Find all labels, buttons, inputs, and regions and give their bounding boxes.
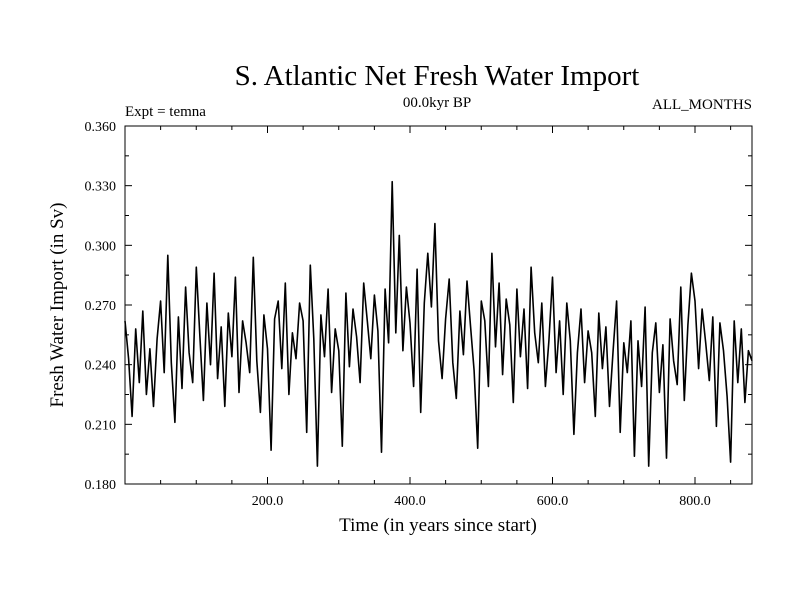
y-tick-label: 0.360 (85, 120, 117, 135)
x-tick-label: 200.0 (252, 494, 284, 509)
x-axis-title: Time (in years since start) (339, 515, 537, 536)
time-slice-label: 00.0kyr BP (403, 95, 471, 111)
y-axis-title: Fresh Water Import (in Sv) (47, 203, 68, 408)
x-axis-tick-labels: 200.0 400.0 600.0 800.0 (252, 494, 711, 509)
plot-frame (124, 125, 753, 485)
x-axis-ticks (160, 126, 732, 484)
y-tick-label: 0.180 (85, 478, 117, 493)
fresh-water-import-series-line (124, 180, 753, 467)
y-tick-label: 0.330 (85, 180, 117, 195)
x-tick-label: 800.0 (679, 494, 711, 509)
y-tick-label: 0.300 (85, 239, 117, 254)
x-tick-label: 400.0 (394, 494, 426, 509)
experiment-label: Expt = temna (125, 104, 206, 120)
y-axis-ticks (125, 125, 752, 485)
y-tick-label: 0.210 (85, 418, 117, 433)
y-tick-label: 0.270 (85, 299, 117, 314)
y-tick-label: 0.240 (85, 359, 117, 374)
chart-title: S. Atlantic Net Fresh Water Import (235, 60, 640, 92)
y-axis-tick-labels: 0.180 0.210 0.240 0.270 0.300 0.330 0.360 (85, 120, 117, 493)
months-label: ALL_MONTHS (652, 97, 752, 113)
x-tick-label: 600.0 (537, 494, 569, 509)
